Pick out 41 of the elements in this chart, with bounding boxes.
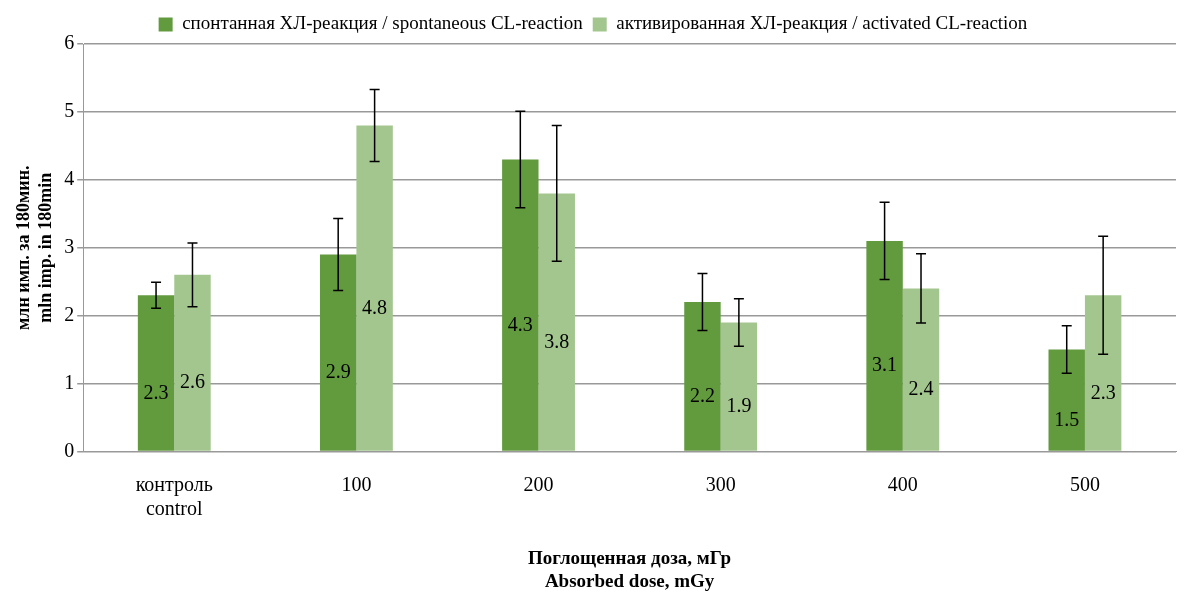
bar <box>1084 295 1122 451</box>
bar <box>502 159 539 451</box>
data-label: 2.6 <box>179 370 205 393</box>
x-tick-label: 200 <box>523 472 554 495</box>
data-label: 3.8 <box>544 329 570 352</box>
legend-label: активированная ХЛ-реакция / activated CL-reaction <box>616 12 1028 34</box>
legend-label: спонтанная ХЛ-реакция / spontaneous CL-reaction <box>182 12 584 34</box>
x-axis-title: Поглощенная доза, мГр Absorbed dose, mGy <box>528 546 732 591</box>
data-label: 2.9 <box>325 360 351 383</box>
y-tick-label: 6 <box>64 31 75 54</box>
bar <box>174 274 211 451</box>
bar <box>1048 349 1085 451</box>
bar <box>356 125 393 451</box>
x-tick-label: 500 <box>1069 472 1100 495</box>
bar <box>319 254 357 451</box>
y-tick-label: 4 <box>64 167 75 190</box>
x-tick-label: контроль control <box>135 472 213 519</box>
bar <box>866 240 903 451</box>
x-tick-label: 400 <box>887 472 918 495</box>
data-label: 1.9 <box>726 394 752 417</box>
x-tick-label: 100 <box>341 472 372 495</box>
y-tick-label: 1 <box>64 370 75 393</box>
data-label: 4.8 <box>362 295 388 318</box>
data-label: 4.3 <box>507 312 533 335</box>
bar <box>538 193 575 451</box>
data-label: 3.1 <box>872 353 898 376</box>
bar <box>902 288 940 451</box>
data-label: 2.4 <box>908 377 934 400</box>
x-tick-label: 300 <box>705 472 736 495</box>
data-label: 2.3 <box>1090 380 1116 403</box>
data-label: 1.5 <box>1054 407 1080 430</box>
y-tick-label: 2 <box>64 302 75 325</box>
bar <box>137 295 175 451</box>
data-label: 2.3 <box>143 380 169 403</box>
y-tick-label: 5 <box>64 99 75 122</box>
y-tick-label: 3 <box>64 234 75 257</box>
y-axis-title: млн имп. за 180мин. mln imp. in 180min <box>13 165 56 330</box>
bar <box>720 322 758 451</box>
bar <box>684 302 721 451</box>
data-label: 2.2 <box>689 383 715 406</box>
y-tick-label: 0 <box>64 438 75 461</box>
